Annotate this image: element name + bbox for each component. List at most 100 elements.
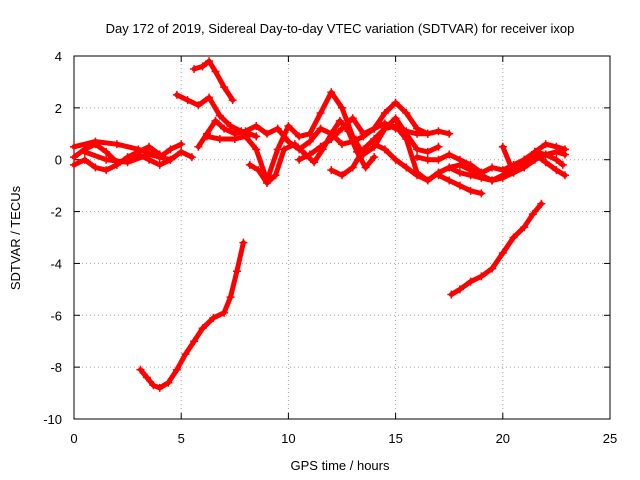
data-point (335, 116, 344, 125)
data-point (245, 160, 254, 169)
data-point (558, 160, 567, 169)
data-point (205, 93, 214, 102)
data-point (445, 163, 454, 172)
data-point (413, 124, 422, 133)
data-point (380, 145, 389, 154)
data-point (520, 223, 529, 232)
data-point (348, 114, 357, 123)
data-point (528, 210, 537, 219)
data-point (402, 134, 411, 143)
data-point (310, 158, 319, 167)
data-point (230, 134, 239, 143)
data-point (305, 129, 314, 138)
data-point (220, 83, 229, 92)
data-point (194, 142, 203, 151)
data-point (413, 153, 422, 162)
data-point (455, 155, 464, 164)
data-series (70, 57, 569, 392)
data-point (190, 337, 199, 346)
data-point (166, 145, 175, 154)
data-point (338, 124, 346, 133)
series-arc-low-2 (447, 199, 546, 299)
data-point (194, 101, 203, 110)
data-point (552, 142, 561, 151)
x-tick-label: 25 (603, 431, 617, 446)
data-point (142, 373, 151, 382)
data-point (112, 140, 121, 149)
series-arc-e (190, 57, 237, 105)
data-point (271, 171, 280, 180)
y-tick-label: -10 (43, 412, 62, 427)
y-axis-label: SDTVAR / TECUs (8, 185, 23, 290)
data-point (338, 171, 346, 180)
series-arc-j (295, 98, 432, 164)
data-point (445, 176, 454, 185)
data-point (155, 160, 164, 169)
data-point (402, 109, 411, 118)
data-point (338, 140, 346, 149)
data-point (155, 383, 164, 392)
data-point (134, 145, 143, 154)
data-point (70, 153, 78, 162)
data-point (361, 163, 370, 172)
y-tick-label: 2 (55, 101, 62, 116)
data-point (198, 62, 207, 71)
data-point (232, 267, 241, 276)
data-point (252, 132, 261, 141)
data-point (370, 140, 379, 149)
data-point (215, 111, 224, 120)
data-point (391, 114, 400, 123)
data-point (228, 96, 237, 105)
data-point (402, 163, 411, 172)
data-point (211, 116, 220, 125)
data-point (413, 171, 422, 180)
data-point (552, 166, 561, 175)
data-point (284, 122, 293, 131)
data-point (455, 168, 464, 177)
series-line (489, 152, 568, 183)
axis-ticks (73, 55, 611, 420)
data-point (166, 155, 175, 164)
data-point (380, 109, 389, 118)
data-point (102, 155, 111, 164)
series-arc-i (245, 116, 379, 188)
data-point (466, 277, 475, 286)
data-point (284, 137, 293, 146)
data-point (190, 64, 199, 73)
data-point (380, 124, 389, 133)
y-tick-label: -2 (50, 205, 62, 220)
series-arc-n (434, 171, 486, 198)
data-point (423, 176, 432, 185)
data-point (80, 155, 89, 164)
data-point (205, 57, 214, 66)
data-point (262, 129, 271, 138)
data-point (239, 238, 248, 247)
data-point (455, 285, 464, 294)
data-point (177, 147, 186, 156)
data-point (305, 150, 314, 159)
data-point (466, 160, 475, 169)
data-point (273, 124, 282, 133)
data-point (541, 150, 550, 159)
data-point (455, 181, 464, 190)
data-point (226, 122, 235, 131)
data-point (295, 132, 304, 141)
x-tick-label: 0 (70, 431, 77, 446)
series-line (138, 240, 246, 391)
y-tick-label: 4 (55, 49, 62, 64)
data-point (241, 132, 250, 141)
y-tick-labels: -10 -8 -6 -4 -2 0 2 4 (43, 49, 62, 427)
series-arc-b (70, 142, 164, 175)
data-point (145, 150, 154, 159)
data-point (338, 103, 346, 112)
data-point (177, 140, 186, 149)
data-point (445, 150, 454, 159)
data-point (183, 96, 192, 105)
data-point (220, 308, 229, 317)
data-point (280, 145, 289, 154)
series-arc-low-1 (136, 238, 248, 392)
data-point (477, 272, 486, 281)
series-arc-c (70, 137, 186, 162)
series-arc-d (80, 147, 175, 167)
